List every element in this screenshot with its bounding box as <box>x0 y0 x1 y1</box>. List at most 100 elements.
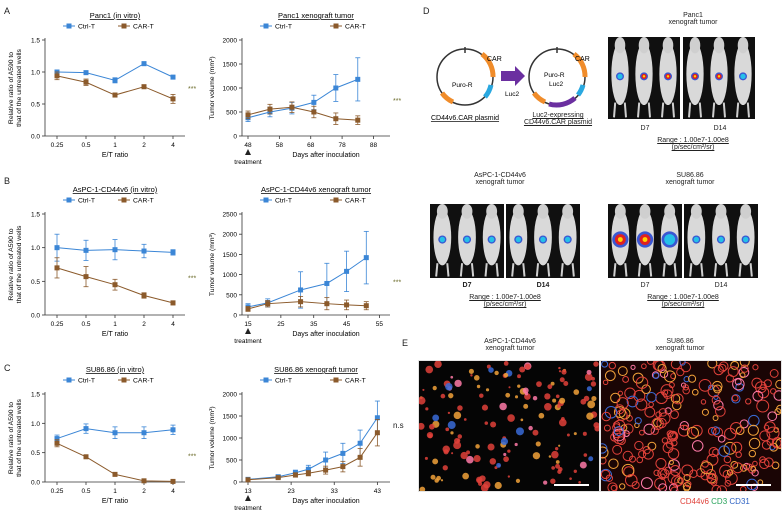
x-tick-label: 0.25 <box>51 488 64 495</box>
if-cell <box>638 429 645 436</box>
significance-mark: *** <box>188 454 196 461</box>
legend-marker <box>263 377 269 383</box>
if-cell <box>644 406 656 418</box>
if-cell <box>756 399 770 413</box>
if-cell <box>424 456 428 460</box>
if-cell <box>711 484 722 491</box>
x-tick-label: 2 <box>142 321 146 328</box>
if-cell <box>503 452 507 457</box>
x-tick-label: 68 <box>307 142 315 149</box>
if-cell <box>648 401 654 408</box>
data-point <box>112 247 118 253</box>
if-cell <box>594 425 599 432</box>
if-cell <box>559 377 565 383</box>
data-point <box>170 478 176 484</box>
if-cell <box>617 390 623 396</box>
if-cell <box>622 450 633 462</box>
signal-hot <box>717 75 721 78</box>
data-point <box>141 430 147 436</box>
if-cell <box>507 475 511 478</box>
data-point <box>333 116 339 122</box>
if-cell <box>764 457 774 468</box>
if-cell <box>751 377 763 389</box>
if-cell <box>763 379 772 388</box>
y-axis-label: Relative ratio of A590 to <box>8 228 15 300</box>
if-cell <box>612 423 621 432</box>
mouse-leg <box>560 263 564 277</box>
x-tick-label: 2 <box>142 142 146 149</box>
if-cell <box>554 446 559 451</box>
if-cell <box>672 400 682 411</box>
if-cell <box>555 463 561 469</box>
if-cell <box>724 479 732 487</box>
mouse-leg <box>661 102 665 118</box>
if-cell <box>505 392 511 398</box>
plasmid-1-name: CD44v6.CAR plasmid <box>431 115 499 122</box>
x-tick-label: 48 <box>244 142 252 149</box>
plasmid-2-blue-arc <box>575 84 586 97</box>
plasmid-2-puro-arc <box>531 91 547 105</box>
chart-c-xeno: SU86.86 xenograft tumor 0 500 1000 1500 2000 1… <box>209 365 404 512</box>
data-point <box>340 450 346 456</box>
x-tick-label: 4 <box>171 321 175 328</box>
data-point <box>112 282 118 288</box>
mouse-leg <box>535 263 540 277</box>
if-cell <box>635 398 648 411</box>
if-cell <box>442 465 448 471</box>
x-tick-label: 4 <box>171 488 175 495</box>
y-tick-label: 2000 <box>223 392 238 399</box>
if-cell <box>591 395 597 402</box>
if-cell <box>558 366 561 370</box>
if-cell <box>632 372 644 384</box>
if-cell <box>535 441 541 447</box>
if-cell <box>604 370 616 382</box>
if-cell <box>668 459 674 465</box>
if-cell <box>683 474 691 482</box>
if-cell <box>616 397 629 410</box>
if-cell <box>532 452 541 460</box>
mouse-leg <box>713 263 718 277</box>
y-axis-label: that of the untreated wells <box>16 225 23 303</box>
y-tick-label: 0.5 <box>31 279 40 286</box>
legend-marker <box>121 23 127 29</box>
if-cell <box>676 367 685 377</box>
if-cell <box>419 422 425 430</box>
if-channel-legend: CD44v6 CD3 CD31 <box>680 497 750 506</box>
data-point <box>292 472 298 478</box>
if-cell <box>680 361 692 373</box>
mouse-leg <box>724 263 729 277</box>
if-cell <box>719 464 732 478</box>
if-cell <box>659 369 669 378</box>
if-cell <box>661 437 669 444</box>
if-cell <box>659 468 670 479</box>
legend-label: Ctrl-T <box>275 378 292 385</box>
data-point <box>112 92 118 98</box>
if-cell <box>487 443 495 451</box>
mouse-leg <box>624 263 628 277</box>
x-tick-label: 0.5 <box>81 142 90 149</box>
data-point <box>305 466 311 472</box>
x-axis-label: Days after inoculation <box>292 498 359 505</box>
x-tick-label: 13 <box>244 488 252 495</box>
if-cell <box>726 469 734 476</box>
mouse-leg <box>662 263 666 277</box>
if-cell <box>569 477 572 480</box>
y-tick-label: 0.0 <box>31 313 40 320</box>
if-cell <box>607 482 618 491</box>
chart-a-vitro: Panc1 (in vitro) 0.0 0.5 1.0 1.5 0.25 0.5 1 2 4 E/… <box>8 11 196 159</box>
data-point <box>357 454 363 460</box>
if-cell <box>601 443 608 454</box>
aspc1-range: Range : 1.00e7-1.00e8 (p/sec/cm²/sr) <box>469 294 541 308</box>
if-cell <box>601 456 607 465</box>
data-point <box>170 96 176 102</box>
if-cell <box>677 424 690 437</box>
if-cell <box>443 449 449 455</box>
if-cell <box>698 378 712 392</box>
if-cell <box>601 411 612 422</box>
if-cell <box>683 376 690 383</box>
if-cell <box>617 366 628 377</box>
data-point <box>355 76 361 82</box>
if-cell <box>558 370 562 373</box>
signal-core <box>693 236 700 243</box>
if-cell <box>480 484 489 491</box>
